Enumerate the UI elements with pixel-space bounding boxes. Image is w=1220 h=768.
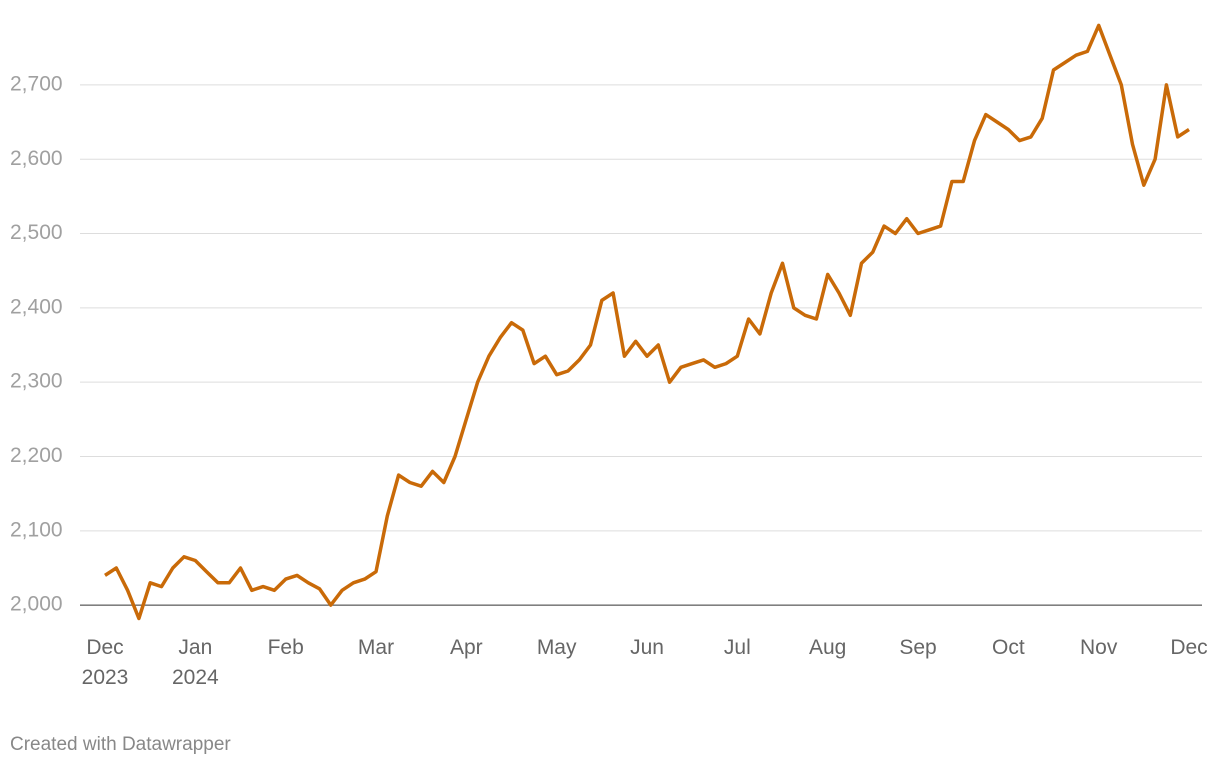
footer: Created with Datawrapper: [10, 734, 231, 755]
x-tick-label: May: [537, 636, 577, 659]
y-tick-label: 2,300: [10, 370, 63, 393]
y-tick-label: 2,200: [10, 444, 63, 467]
x-tick-label: Aug: [809, 636, 846, 659]
y-tick-label: 2,700: [10, 72, 63, 95]
y-tick-label: 2,600: [10, 147, 63, 170]
x-tick-label: Feb: [268, 636, 304, 659]
x-tick-label: Dec: [1170, 636, 1207, 659]
y-tick-label: 2,000: [10, 593, 63, 616]
x-tick-label: Mar: [358, 636, 394, 659]
x-tick-label: Oct: [992, 636, 1025, 659]
y-tick-label: 2,400: [10, 295, 63, 318]
x-tick-label: Sep: [899, 636, 936, 659]
price-line: [104, 23, 1190, 621]
x-tick-label: Jul: [724, 636, 751, 659]
x-tick-label: Jan 2024: [172, 636, 219, 689]
x-tick-label: Dec 2023: [82, 636, 129, 689]
y-tick-label: 2,100: [10, 518, 63, 541]
x-tick-label: Nov: [1080, 636, 1118, 659]
y-tick-label: 2,500: [10, 221, 63, 244]
x-tick-label: Jun: [630, 636, 664, 659]
x-tick-label: Apr: [450, 636, 483, 659]
